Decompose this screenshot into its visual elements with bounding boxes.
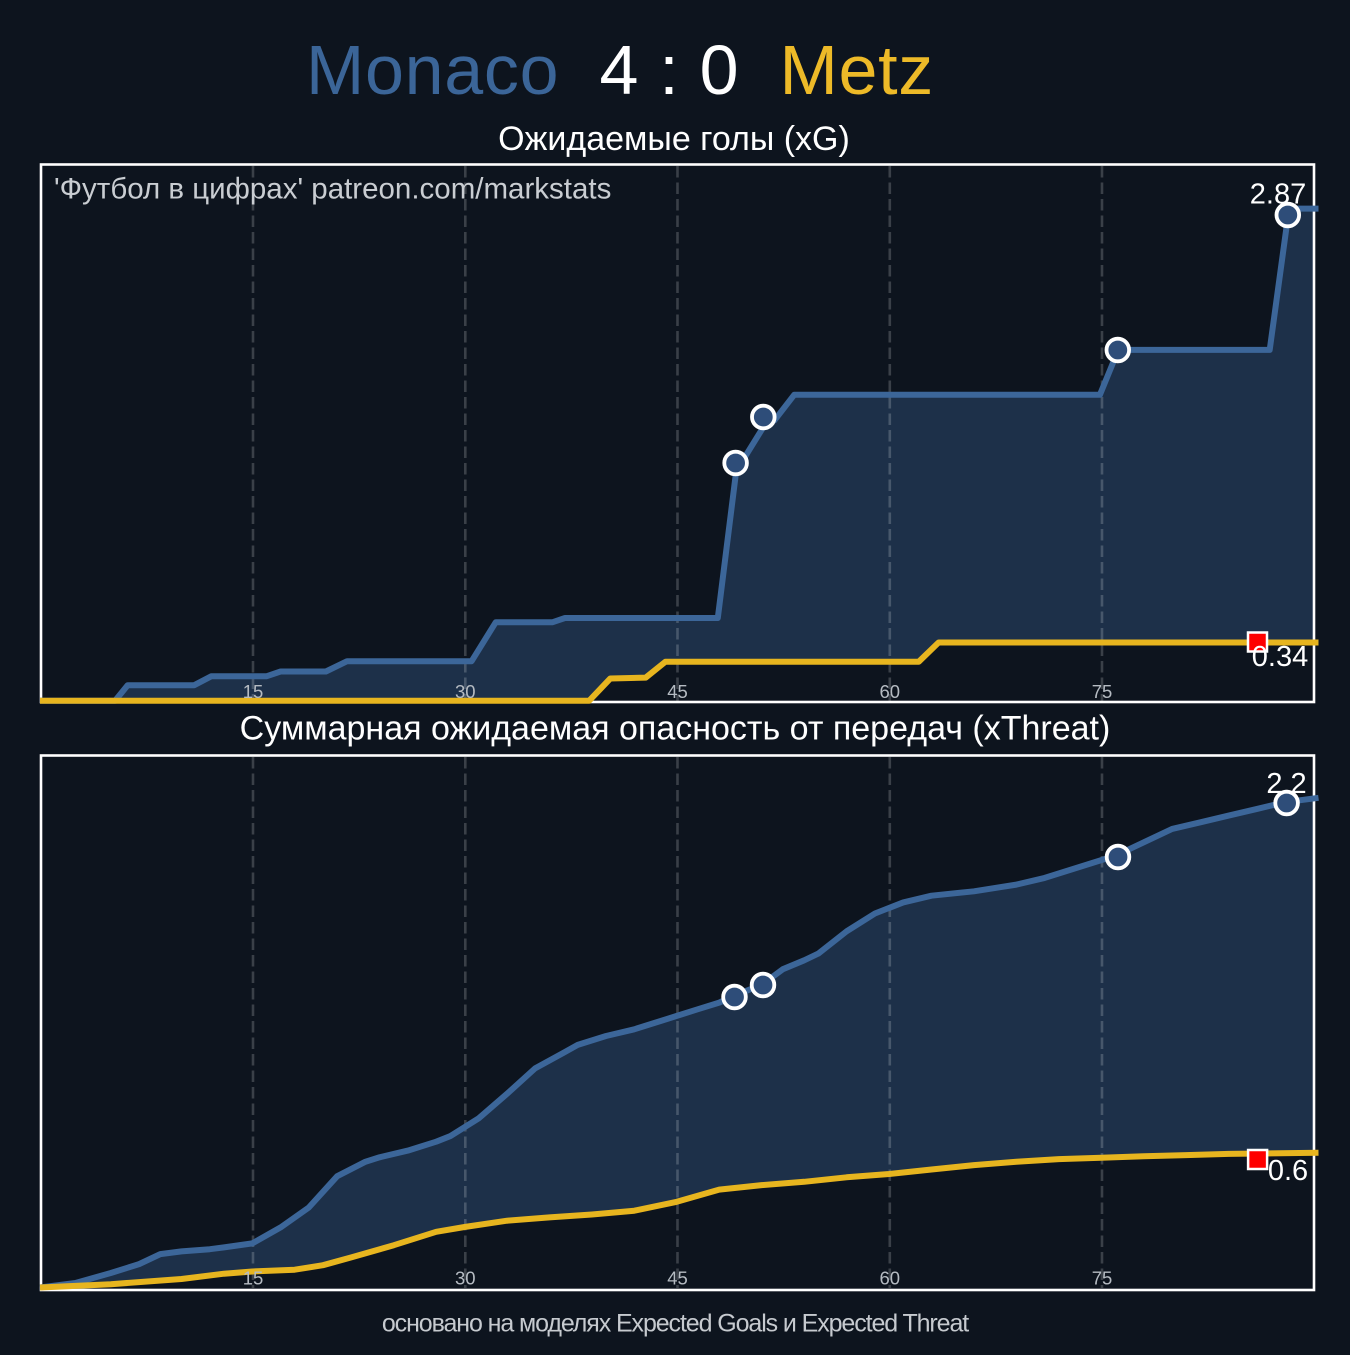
svg-text:15: 15 xyxy=(243,681,264,702)
svg-text:0.6: 0.6 xyxy=(1268,1155,1308,1187)
svg-text:45: 45 xyxy=(667,681,688,702)
svg-text:Суммарная ожидаемая опасность: Суммарная ожидаемая опасность от передач… xyxy=(240,710,1111,748)
svg-text:30: 30 xyxy=(455,681,476,702)
svg-text:Monaco 4 : 0 Metz: Monaco 4 : 0 Metz xyxy=(306,31,934,109)
svg-text:30: 30 xyxy=(455,1268,476,1289)
svg-text:75: 75 xyxy=(1092,681,1113,702)
svg-text:2.2: 2.2 xyxy=(1266,768,1306,800)
svg-text:'Футбол в цифрах' patreon.com/: 'Футбол в цифрах' patreon.com/markstats xyxy=(54,173,611,206)
svg-text:0.34: 0.34 xyxy=(1252,641,1308,673)
svg-text:основано на моделях Expected G: основано на моделях Expected Goals и Exp… xyxy=(382,1310,969,1338)
svg-text:Ожидаемые голы (xG): Ожидаемые голы (xG) xyxy=(498,120,850,158)
svg-text:75: 75 xyxy=(1092,1268,1113,1289)
svg-text:60: 60 xyxy=(880,681,901,702)
svg-text:60: 60 xyxy=(880,1268,901,1289)
svg-text:45: 45 xyxy=(667,1268,688,1289)
svg-text:15: 15 xyxy=(243,1268,264,1289)
svg-text:2.87: 2.87 xyxy=(1250,178,1306,210)
